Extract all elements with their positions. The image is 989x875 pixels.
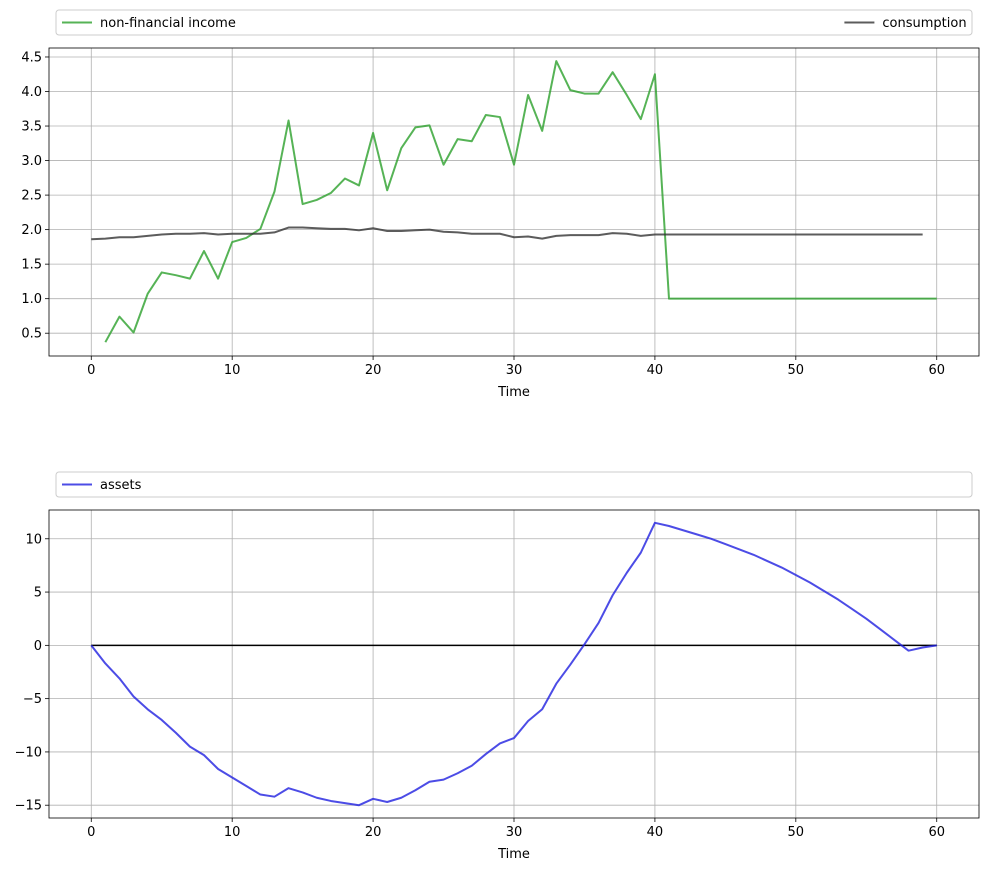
y-tick-label: 0.5 [21, 327, 42, 342]
y-tick-label: 2.5 [21, 189, 42, 204]
x-tick-label: 0 [87, 825, 95, 840]
y-tick-label: 1.5 [21, 258, 42, 273]
y-tick-label: −10 [15, 745, 42, 760]
legend: non-financial income consumption [55, 9, 973, 36]
legend-label: non-financial income [100, 16, 236, 31]
y-tick-label: 4.5 [21, 50, 42, 65]
y-tick-label: 2.0 [21, 223, 42, 238]
x-tick-label: 10 [224, 825, 241, 840]
x-tick-label: 50 [788, 363, 805, 378]
legend-frame [55, 471, 973, 498]
x-tick-label: 60 [928, 825, 945, 840]
y-tick-label: 0 [34, 639, 42, 654]
chart-1: 0 10 20 30 40 50 60 0.5 1.0 1.5 2.0 2.5 3.0 3.5 4.0 4.5… [21, 9, 980, 400]
x-tick-label: 30 [506, 825, 523, 840]
x-tick-label: 20 [365, 825, 382, 840]
legend-frame [55, 9, 973, 36]
x-tick-label: 40 [647, 363, 664, 378]
y-tick-label: −15 [15, 799, 42, 814]
x-axis-label: Time [497, 385, 530, 400]
y-tick-label: 3.5 [21, 120, 42, 135]
series-line-non-financial-income [104, 60, 937, 343]
y-tick-label: −5 [23, 692, 42, 707]
series-line-consumption [91, 226, 923, 241]
y-tick-label: 10 [25, 532, 42, 547]
x-tick-label: 40 [647, 825, 664, 840]
series-line-assets [90, 521, 937, 807]
y-tick-label: 5 [34, 586, 42, 601]
x-tick-label: 0 [87, 363, 95, 378]
legend: assets [55, 471, 973, 498]
y-tick-label: 3.0 [21, 154, 42, 169]
y-tick-label: 4.0 [21, 85, 42, 100]
x-tick-label: 20 [365, 363, 382, 378]
legend-label: assets [100, 478, 142, 493]
x-tick-label: 50 [788, 825, 805, 840]
legend-label: consumption [882, 16, 966, 31]
x-tick-label: 30 [506, 363, 523, 378]
x-tick-label: 10 [224, 363, 241, 378]
x-tick-label: 60 [928, 363, 945, 378]
y-tick-label: 1.0 [21, 292, 42, 307]
chart-2: 0 10 20 30 40 50 60 −15 −10 −5 0 5 10 Time assets [15, 471, 980, 862]
x-axis-label: Time [497, 847, 530, 862]
